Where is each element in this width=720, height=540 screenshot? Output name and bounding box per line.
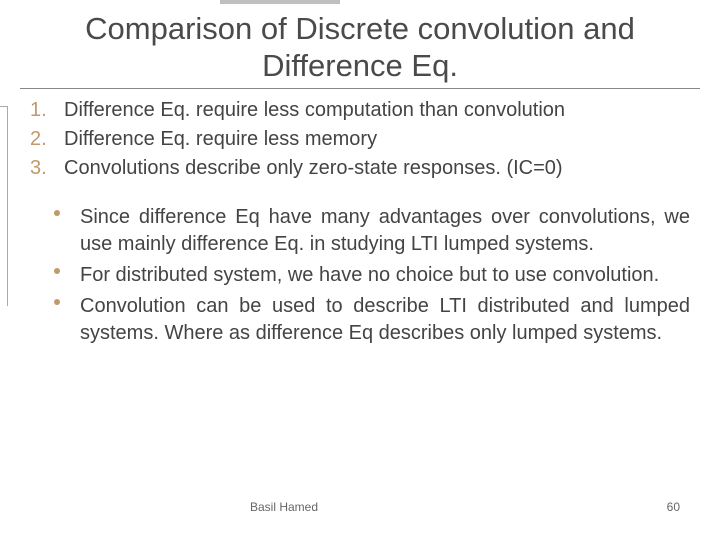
list-item: 3. Convolutions describe only zero-state… [64,155,700,182]
list-item: 2. Difference Eq. require less memory [64,126,700,153]
footer-author: Basil Hamed [250,500,318,514]
list-text: Difference Eq. require less memory [64,128,377,150]
bullet-list: Since difference Eq have many advantages… [20,204,700,347]
list-item: Since difference Eq have many advantages… [80,204,690,258]
decorative-side-line [0,106,8,306]
list-text: Convolutions describe only zero-state re… [64,157,563,179]
list-item: Convolution can be used to describe LTI … [80,293,690,347]
list-text: For distributed system, we have no choic… [80,264,659,286]
footer-page-number: 60 [667,500,680,514]
numbered-list: 1. Difference Eq. require less computati… [20,97,700,182]
slide-title: Comparison of Discrete convolution and D… [20,10,700,89]
list-marker: 1. [30,97,47,124]
list-text: Difference Eq. require less computation … [64,99,565,121]
list-item: 1. Difference Eq. require less computati… [64,97,700,124]
decorative-top-bar [220,0,340,4]
list-item: For distributed system, we have no choic… [80,262,690,289]
bullet-icon [54,210,60,216]
list-text: Since difference Eq have many advantages… [80,206,690,255]
slide-container: Comparison of Discrete convolution and D… [0,0,720,540]
list-marker: 2. [30,126,47,153]
list-marker: 3. [30,155,47,182]
bullet-icon [54,268,60,274]
list-text: Convolution can be used to describe LTI … [80,295,690,344]
bullet-icon [54,299,60,305]
